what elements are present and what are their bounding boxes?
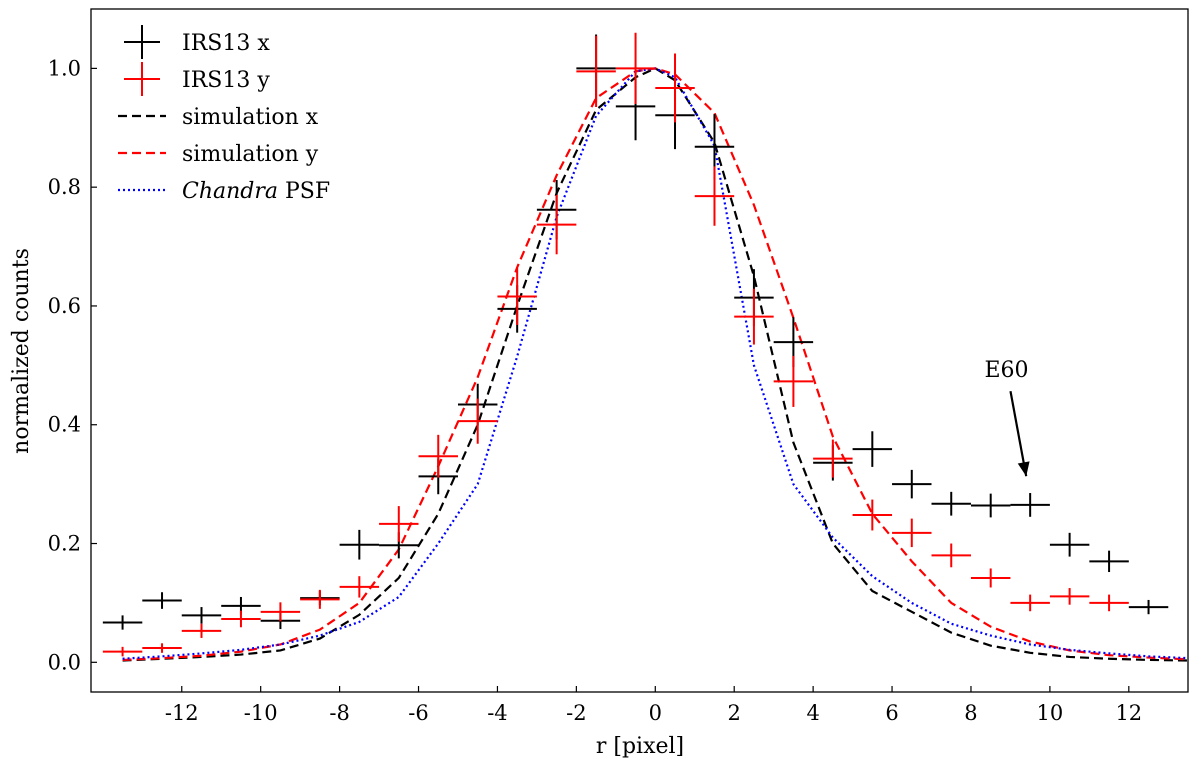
legend-item: IRS13 y [124, 62, 270, 96]
annotation-e60: E60 [984, 358, 1030, 477]
legend: IRS13 x IRS13 y simulation x simulation y Ch… [118, 25, 330, 204]
x-tick-label: -4 [487, 701, 507, 725]
annotation-text: E60 [984, 358, 1028, 383]
series-line-2 [122, 67, 1189, 662]
x-tick-label: -6 [408, 701, 428, 725]
y-axis-ticks: 0.0 0.2 0.4 0.6 0.8 1.0 [48, 56, 97, 674]
legend-item: simulation x [118, 105, 319, 130]
x-tick-label: 0 [649, 701, 662, 725]
annotation-arrow-shaft [1009, 391, 1028, 477]
legend-label: simulation x [182, 105, 319, 130]
y-axis-label: normalized counts [9, 248, 34, 454]
legend-label-italic: Chandra [182, 179, 278, 204]
series-layer [102, 32, 1189, 662]
legend-label: simulation y [182, 142, 319, 167]
legend-item: simulation y [118, 142, 319, 167]
y-tick-label: 1.0 [48, 56, 81, 80]
legend-label: IRS13 x [182, 31, 270, 56]
y-tick-label: 0.0 [48, 650, 81, 674]
annotation-arrow-head [1017, 461, 1030, 477]
series-errorbars-1 [102, 32, 1129, 657]
x-tick-label: 2 [728, 701, 741, 725]
y-tick-label: 0.8 [48, 175, 81, 199]
legend-label-rest: PSF [278, 179, 330, 204]
x-tick-label: 4 [806, 701, 819, 725]
x-axis-ticks: -12 -10 -8 -6 -4 -2 0 2 4 6 8 10 12 [165, 686, 1142, 725]
x-tick-label: -12 [165, 701, 199, 725]
x-tick-label: 6 [885, 701, 898, 725]
x-tick-label: 10 [1037, 701, 1064, 725]
y-tick-label: 0.6 [48, 294, 81, 318]
plot-frame [90, 8, 1189, 693]
y-tick-label: 0.2 [48, 532, 81, 556]
legend-item: Chandra PSF [118, 179, 330, 204]
x-tick-label: 12 [1115, 701, 1142, 725]
x-axis-label: r [pixel] [596, 734, 684, 759]
legend-label: IRS13 y [182, 68, 270, 93]
legend-item: IRS13 x [124, 25, 270, 59]
x-tick-label: -8 [329, 701, 349, 725]
x-tick-label: -10 [244, 701, 278, 725]
y-tick-label: 0.4 [48, 413, 81, 437]
legend-label: Chandra PSF [182, 179, 330, 204]
x-tick-label: 8 [964, 701, 977, 725]
x-tick-label: -2 [566, 701, 586, 725]
